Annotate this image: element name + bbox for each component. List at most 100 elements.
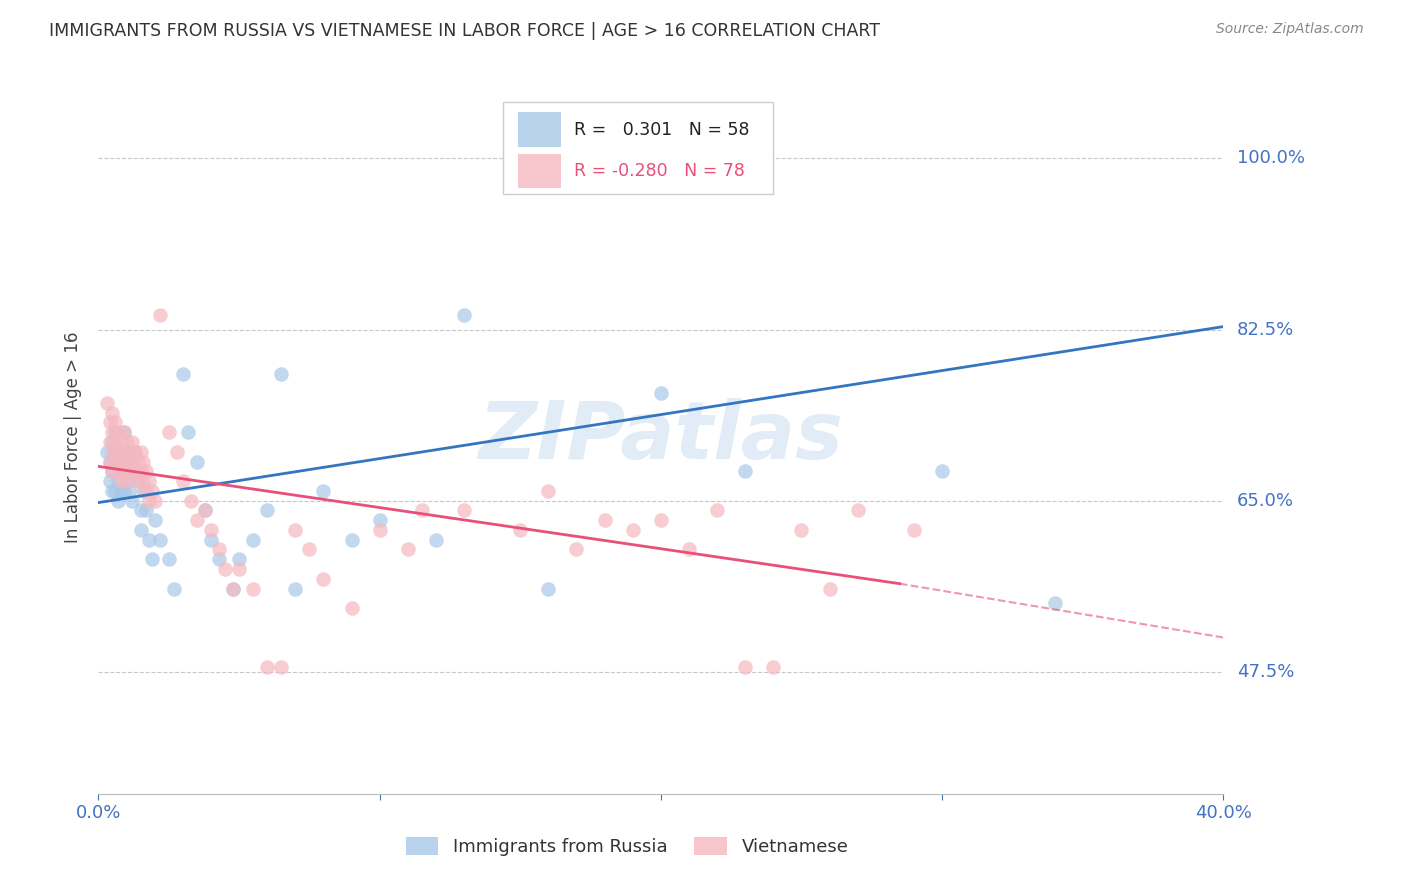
- Point: [112, 425, 135, 440]
- Point: [340, 533, 363, 547]
- Point: [104, 483, 127, 498]
- Point: [166, 444, 188, 458]
- Point: [242, 582, 264, 596]
- Point: [194, 503, 217, 517]
- Text: Source: ZipAtlas.com: Source: ZipAtlas.com: [1216, 22, 1364, 37]
- Legend: Immigrants from Russia, Vietnamese: Immigrants from Russia, Vietnamese: [399, 830, 855, 863]
- Point: [110, 464, 132, 478]
- Point: [537, 582, 560, 596]
- Point: [903, 523, 925, 537]
- Point: [124, 444, 146, 458]
- Point: [621, 523, 644, 537]
- Point: [101, 464, 124, 478]
- Point: [143, 493, 166, 508]
- Point: [104, 454, 127, 468]
- Point: [149, 533, 172, 547]
- Point: [194, 503, 217, 517]
- Point: [138, 474, 160, 488]
- Point: [104, 434, 127, 449]
- Point: [509, 523, 531, 537]
- Point: [110, 454, 132, 468]
- Point: [101, 464, 124, 478]
- Point: [340, 601, 363, 615]
- Point: [110, 483, 132, 498]
- Point: [118, 483, 141, 498]
- Point: [104, 425, 127, 440]
- Text: 65.0%: 65.0%: [1237, 491, 1294, 509]
- Point: [200, 523, 222, 537]
- Bar: [517, 154, 561, 188]
- Point: [312, 572, 335, 586]
- FancyBboxPatch shape: [503, 102, 773, 194]
- Point: [132, 483, 155, 498]
- Point: [143, 513, 166, 527]
- Point: [846, 503, 869, 517]
- Point: [135, 503, 157, 517]
- Point: [127, 474, 149, 488]
- Point: [129, 503, 152, 517]
- Point: [734, 660, 756, 674]
- Point: [222, 582, 245, 596]
- Point: [115, 474, 138, 488]
- Point: [135, 464, 157, 478]
- Text: 47.5%: 47.5%: [1237, 663, 1295, 681]
- Point: [242, 533, 264, 547]
- Point: [124, 464, 146, 478]
- Point: [537, 483, 560, 498]
- Point: [425, 533, 447, 547]
- Point: [121, 493, 143, 508]
- Point: [101, 483, 124, 498]
- Point: [107, 474, 129, 488]
- Point: [208, 542, 231, 557]
- Point: [98, 474, 121, 488]
- Point: [115, 444, 138, 458]
- Point: [132, 474, 155, 488]
- Point: [121, 454, 143, 468]
- Point: [127, 474, 149, 488]
- Point: [138, 533, 160, 547]
- Point: [112, 444, 135, 458]
- Text: ZIPatlas: ZIPatlas: [478, 398, 844, 476]
- Point: [256, 660, 278, 674]
- Point: [129, 464, 152, 478]
- Point: [138, 493, 160, 508]
- Point: [1043, 596, 1066, 610]
- Point: [270, 367, 292, 381]
- Point: [110, 444, 132, 458]
- Text: 82.5%: 82.5%: [1237, 320, 1295, 339]
- Point: [101, 434, 124, 449]
- Point: [141, 552, 163, 566]
- Point: [110, 434, 132, 449]
- Point: [107, 425, 129, 440]
- Point: [284, 582, 307, 596]
- Y-axis label: In Labor Force | Age > 16: In Labor Force | Age > 16: [63, 331, 82, 543]
- Point: [565, 542, 588, 557]
- Point: [118, 464, 141, 478]
- Point: [214, 562, 236, 576]
- Point: [298, 542, 321, 557]
- Text: IMMIGRANTS FROM RUSSIA VS VIETNAMESE IN LABOR FORCE | AGE > 16 CORRELATION CHART: IMMIGRANTS FROM RUSSIA VS VIETNAMESE IN …: [49, 22, 880, 40]
- Text: 100.0%: 100.0%: [1237, 150, 1305, 168]
- Point: [931, 464, 953, 478]
- Point: [818, 582, 841, 596]
- Point: [98, 454, 121, 468]
- Point: [453, 503, 475, 517]
- Point: [228, 552, 250, 566]
- Point: [172, 367, 194, 381]
- Point: [411, 503, 433, 517]
- Point: [135, 483, 157, 498]
- Point: [129, 523, 152, 537]
- Point: [141, 483, 163, 498]
- Point: [734, 464, 756, 478]
- Point: [180, 493, 202, 508]
- Point: [228, 562, 250, 576]
- Point: [98, 434, 121, 449]
- Point: [98, 416, 121, 430]
- Point: [129, 444, 152, 458]
- Point: [186, 454, 208, 468]
- Point: [132, 454, 155, 468]
- Point: [121, 454, 143, 468]
- Point: [96, 444, 118, 458]
- Point: [98, 454, 121, 468]
- Point: [790, 523, 813, 537]
